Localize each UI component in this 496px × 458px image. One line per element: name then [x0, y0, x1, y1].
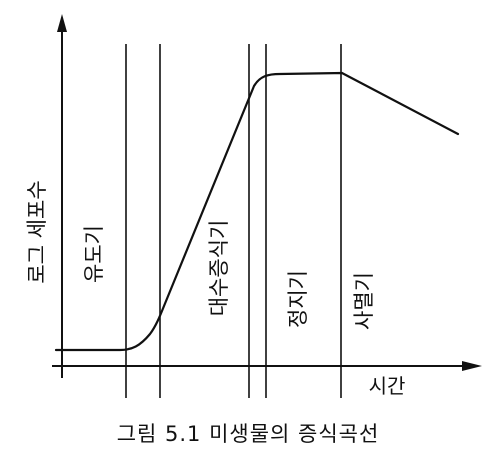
- y-axis-arrowhead: [57, 14, 67, 32]
- growth-curve: [54, 71, 460, 352]
- phase-label-lag: 유도기: [82, 225, 106, 283]
- y-axis-label: 로그 세포수: [25, 180, 49, 283]
- figure-caption: 그림 5.1 미생물의 증식곡선: [116, 422, 380, 446]
- phase-label-log: 대수증식기: [207, 220, 231, 317]
- x-axis-arrowhead: [462, 361, 482, 371]
- growth-curve-diagram: 로그 세포수 시간 유도기 대수증식기 정지기 사멸기: [25, 14, 482, 398]
- x-axis-label: 시간: [369, 374, 406, 398]
- phase-label-death: 사멸기: [352, 272, 376, 330]
- phase-label-stationary: 정지기: [286, 270, 310, 328]
